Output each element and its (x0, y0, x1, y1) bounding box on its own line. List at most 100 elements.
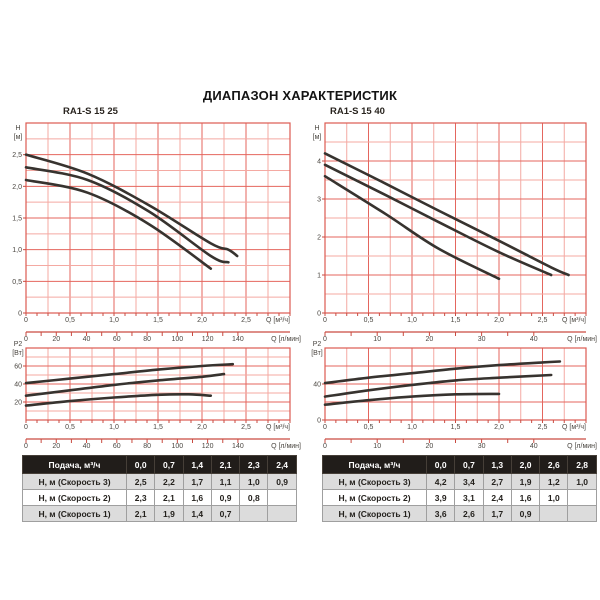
flow-ruler-tick-label: 30 (478, 443, 486, 450)
y-tick-label: 4 (317, 159, 321, 166)
chart-title: RA1-S 15 40 (330, 106, 385, 117)
table-row: Н, м (Скорость 2) 3,9 3,1 2,4 1,6 1,0 (322, 489, 597, 506)
y-axis-label: H (314, 125, 319, 132)
curve-скорость-1 (24, 392, 213, 407)
page-title: ДИАПАЗОН ХАРАКТЕРИСТИК (202, 88, 398, 103)
table-header-flow-value: 2,4 (267, 455, 297, 474)
flow-ruler-tick-label: 140 (232, 443, 244, 450)
table-header-flow-value: 1,3 (482, 455, 512, 474)
head-value-cell: 2,1 (154, 489, 184, 506)
head-value-cell: 2,4 (482, 489, 512, 506)
x-axis-unit: Q [м³/ч] (562, 317, 586, 324)
p2-chart-ra1-s-15-40: 0 40 P2 [Вт] 0 0,5 1,0 1,5 2,0 2,5 Q [м³/ч] 0 10 20 30… (311, 341, 597, 450)
curve-скорость-1 (24, 178, 213, 270)
y-axis-label: P2 (14, 341, 23, 348)
flow-ruler-tick-label: 60 (113, 443, 121, 450)
head-value-cell: 0,8 (239, 489, 269, 506)
head-value-cell (539, 505, 569, 522)
table-header-flow: Подача, м³/ч (22, 455, 127, 474)
flow-ruler-unit: Q [л/мин] (271, 443, 301, 450)
head-value-cell: 1,7 (482, 505, 512, 522)
curve-скорость-2 (323, 373, 553, 398)
head-value-cell (567, 505, 597, 522)
flow-ruler-tick-label: 0 (323, 336, 327, 343)
y-tick-label: 0,5 (12, 279, 22, 286)
table-header-flow-value: 0,7 (154, 455, 184, 474)
row-label-speed: Н, м (Скорость 2) (322, 489, 427, 506)
head-value-cell: 0,9 (267, 473, 297, 490)
flow-ruler-tick-label: 80 (143, 443, 151, 450)
x-tick-label: 0 (323, 317, 327, 324)
table-header-flow-value: 0,0 (125, 455, 156, 474)
head-value-cell: 2,7 (482, 473, 512, 490)
flow-ruler-tick-label: 100 (172, 443, 184, 450)
table-row: Н, м (Скорость 2) 2,3 2,1 1,6 0,9 0,8 (22, 489, 297, 506)
y-tick-label: 0 (317, 311, 321, 318)
table-header-flow: Подача, м³/ч (322, 455, 427, 474)
head-value-cell (267, 489, 297, 506)
x-tick-label: 1,0 (109, 317, 119, 324)
y-axis-label: [м] (313, 134, 322, 141)
table-header-flow-value: 2,8 (567, 455, 597, 474)
head-value-cell: 3,4 (454, 473, 484, 490)
table-row: Н, м (Скорость 3) 2,5 2,2 1,7 1,1 1,0 0,9 (22, 473, 297, 490)
y-axis-label: P2 (313, 341, 322, 348)
y-tick-label: 3 (317, 197, 321, 204)
x-tick-label: 2,5 (241, 317, 251, 324)
flow-ruler-tick-label: 40 (530, 443, 538, 450)
head-value-cell: 3,9 (425, 489, 456, 506)
x-tick-label: 1,5 (451, 317, 461, 324)
head-value-cell: 1,0 (539, 489, 569, 506)
p2-chart-ra1-s-15-25: 20 40 60 P2 [Вт] 0 0,5 1,0 1,5 2,0 2,5 Q [м³/ч] 0 20 4… (12, 341, 301, 450)
flow-ruler-tick-label: 20 (426, 443, 434, 450)
x-tick-label: 0,5 (364, 317, 374, 324)
x-tick-label: 2,5 (538, 317, 548, 324)
flow-ruler-unit: Q [л/мин] (567, 443, 597, 450)
x-tick-label: 1,0 (407, 317, 417, 324)
table-header-row: Подача, м³/ч 0,0 0,7 1,4 2,1 2,3 2,4 (22, 455, 297, 474)
curve-скорость-3 (323, 152, 570, 277)
head-value-cell: 3,6 (425, 505, 456, 522)
row-label-speed: Н, м (Скорость 1) (322, 505, 427, 522)
x-tick-label: 0,5 (65, 317, 75, 324)
chart-title: RA1-S 15 25 (63, 106, 119, 117)
flow-ruler-tick-label: 120 (202, 443, 214, 450)
x-tick-label: 1,5 (451, 424, 461, 431)
head-value-cell: 2,6 (454, 505, 484, 522)
pump-charts-canvas: 0 0,5 1,0 1,5 2,0 2,5 H [м] 0 0,5 1,0 1,5 2,0 2,5 Q [м… (12, 106, 597, 450)
x-tick-label: 0 (24, 424, 28, 431)
y-tick-label: 2,0 (12, 184, 22, 191)
curve-скорость-1 (323, 174, 501, 281)
flow-ruler-tick-label: 40 (83, 443, 91, 450)
head-value-cell: 1,7 (182, 473, 212, 490)
curve-скорость-2 (24, 166, 230, 264)
table-header-flow-value: 2,1 (210, 455, 241, 474)
row-label-speed: Н, м (Скорость 2) (22, 489, 127, 506)
table-row: Н, м (Скорость 1) 2,1 1,9 1,4 0,7 (22, 505, 297, 522)
row-label-speed: Н, м (Скорость 3) (22, 473, 127, 490)
x-tick-label: 0,5 (364, 424, 374, 431)
table-header-row: Подача, м³/ч 0,0 0,7 1,3 2,0 2,6 2,8 (322, 455, 597, 474)
head-value-cell: 1,1 (210, 473, 241, 490)
curve-скорость-3 (24, 153, 239, 258)
head-value-cell: 0,9 (210, 489, 241, 506)
y-tick-label: 20 (14, 400, 22, 407)
head-value-cell: 2,3 (125, 489, 156, 506)
flow-ruler-tick-label: 20 (426, 336, 434, 343)
head-value-cell: 0,7 (210, 505, 241, 522)
head-flow-table-right: Подача, м³/ч 0,0 0,7 1,3 2,0 2,6 2,8 Н, м (Скор… (322, 455, 597, 522)
head-value-cell: 1,0 (239, 473, 269, 490)
y-axis-label: [Вт] (311, 350, 323, 357)
x-tick-label: 0 (24, 317, 28, 324)
table-row: Н, м (Скорость 1) 3,6 2,6 1,7 0,9 (322, 505, 597, 522)
y-tick-label: 0 (18, 311, 22, 318)
x-tick-label: 2,0 (197, 424, 207, 431)
curve-скорость-1 (323, 392, 501, 406)
curve-скорость-2 (24, 372, 226, 397)
head-value-cell: 3,1 (454, 489, 484, 506)
x-tick-label: 2,5 (538, 424, 548, 431)
flow-ruler-tick-label: 20 (52, 443, 60, 450)
x-tick-label: 2,0 (494, 317, 504, 324)
y-tick-label: 0 (317, 418, 321, 425)
